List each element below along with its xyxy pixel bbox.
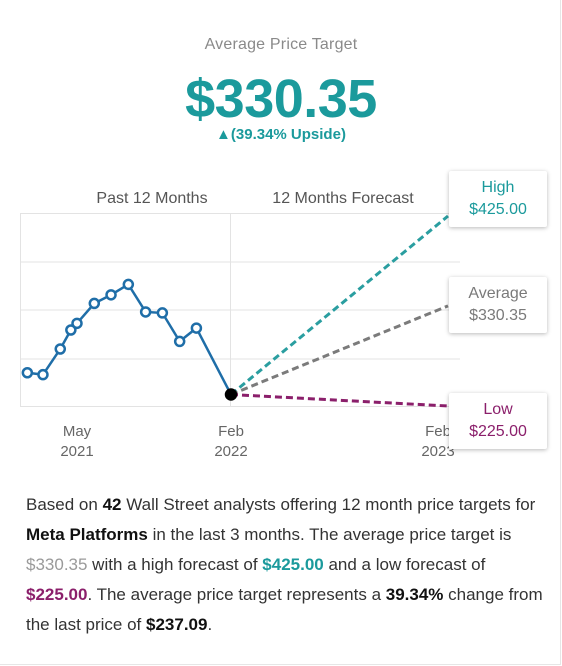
current-price-point [224,388,238,401]
chart-grid [20,213,460,407]
history-point [88,297,101,310]
callout-average: Average $330.35 [449,277,547,333]
callout-high-value: $425.00 [469,201,527,218]
history-point [37,368,49,381]
history-point [139,306,152,318]
callout-high: High $425.00 [449,171,547,227]
history-point [65,324,77,336]
history-point [173,335,186,348]
x-tick-year: 2022 [214,443,247,460]
analyst-count: 42 [102,495,122,514]
history-line [27,282,233,396]
forecast-lines [230,214,449,408]
price-target-chart: Past 12 Months 12 Months Forecast May 20… [20,190,460,460]
history-point [71,317,83,330]
forecast-line-low [230,393,449,408]
forecast-line-high [230,214,449,396]
history-point [190,322,203,334]
history-point [105,289,117,301]
change-percent: 39.34% [385,585,444,604]
x-tick-month: Feb [425,423,451,440]
average-price-target-value: $330.35 [185,69,377,129]
x-tick-year: 2023 [421,443,454,460]
last-price: $237.09 [146,615,208,634]
high-target-text: $425.00 [262,555,324,574]
callout-low: Low $225.00 [449,393,547,449]
page-title: Average Price Target [204,36,358,53]
callout-average-value: $330.35 [469,307,527,324]
description-paragraph: Based on 42 Wall Street analysts offerin… [26,495,543,634]
x-tick-year: 2021 [60,443,93,460]
average-target-text: $330.35 [26,555,88,574]
callout-low-value: $225.00 [469,423,527,440]
callout-average-label: Average [468,285,528,302]
history-point [54,343,67,355]
history-point [21,367,34,379]
history-series [21,278,238,401]
x-tick-month: May [63,423,92,440]
callout-low-label: Low [483,401,513,418]
history-point [122,278,135,291]
upside-badge: ▲(39.34% Upside) [216,126,346,143]
callout-high-label: High [481,179,515,196]
company-name: Meta Platforms [26,525,148,544]
forecast-line-average [230,304,449,396]
section-label-forecast: 12 Months Forecast [272,190,414,207]
x-tick-month: Feb [218,423,244,440]
x-ticks: May 2021 Feb 2022 Feb 2023 [60,423,454,460]
section-label-past: Past 12 Months [96,190,207,207]
low-target-text: $225.00 [26,585,88,604]
history-point [156,307,169,319]
